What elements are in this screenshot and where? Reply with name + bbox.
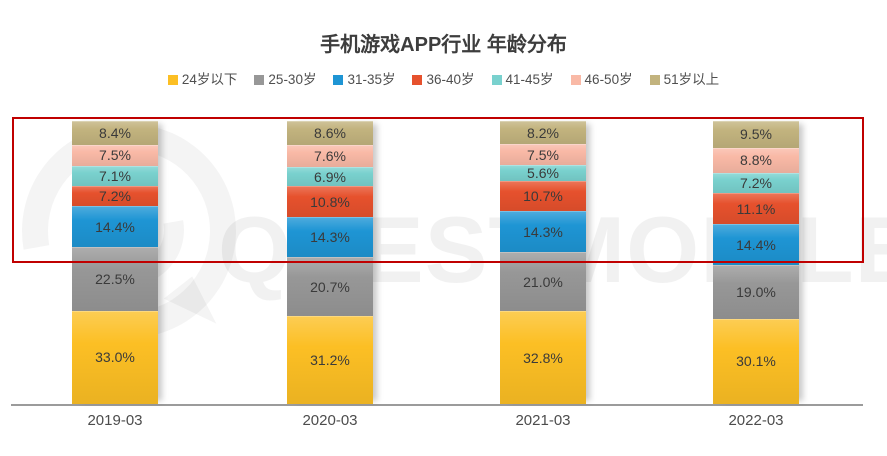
legend-item: 31-35岁: [333, 73, 395, 87]
data-label: 9.5%: [740, 126, 772, 143]
legend-label: 25-30岁: [268, 72, 317, 87]
legend-item: 36-40岁: [412, 72, 475, 87]
legend-item: 41-45岁: [491, 72, 554, 87]
highlight-annotation-box: [12, 117, 864, 263]
legend-label: 41-45岁: [505, 72, 554, 87]
data-label: 33.0%: [95, 349, 135, 366]
bar-segment: 10.8%: [287, 186, 373, 217]
bar-segment: 7.6%: [287, 145, 373, 167]
stacked-bar-2022-03: 9.5% 8.8% 7.2% 11.1% 14.4% 19.0% 30.1%: [713, 121, 799, 404]
bar-segment: 10.7%: [500, 181, 586, 212]
bar-segment: 7.2%: [713, 172, 799, 194]
bar-segment: 32.8%: [500, 311, 586, 404]
legend-color-swatch-icon: [333, 74, 344, 85]
data-label: 30.1%: [736, 353, 776, 370]
data-label: 11.1%: [736, 200, 776, 217]
bar-segment: 14.4%: [72, 206, 158, 248]
legend-color-swatch-icon: [412, 74, 423, 85]
bar-segment: 7.1%: [72, 165, 158, 186]
data-label: 6.9%: [314, 168, 346, 185]
bar-segment: 8.4%: [72, 121, 158, 145]
bar-segment: 7.5%: [500, 144, 586, 166]
bar-segment: 7.2%: [72, 186, 158, 207]
legend-item: 24岁以下: [167, 72, 238, 87]
bar-segment: 8.8%: [713, 147, 799, 173]
bar-segment: 8.2%: [500, 121, 586, 145]
data-label: 7.5%: [527, 146, 559, 163]
legend-label: 36-40岁: [426, 72, 475, 87]
legend-color-swatch-icon: [254, 74, 265, 85]
legend-label: 51岁以上: [663, 72, 720, 87]
legend-label: 31-35岁: [347, 72, 396, 87]
bar-segment: 14.3%: [287, 216, 373, 258]
bar-segment: 11.1%: [713, 193, 799, 225]
data-label: 8.2%: [527, 124, 559, 141]
chart-title: 手机游戏APP行业 年龄分布: [320, 34, 567, 56]
bar-segment: 33.0%: [72, 310, 158, 404]
legend-item: 46-50岁: [570, 72, 633, 87]
data-label: 8.6%: [314, 125, 346, 142]
data-label: 22.5%: [95, 270, 135, 287]
bar-segment: 31.2%: [287, 315, 373, 404]
stacked-bar-2020-03: 8.6% 7.6% 6.9% 10.8% 14.3% 20.7% 31.2%: [287, 121, 373, 404]
bar-segment: 19.0%: [713, 265, 799, 319]
data-label: 19.0%: [736, 283, 776, 300]
bar-segment: 5.6%: [500, 165, 586, 182]
data-label: 14.4%: [736, 236, 776, 253]
x-axis-line: [11, 404, 863, 406]
data-label: 7.2%: [99, 188, 131, 205]
data-label: 31.2%: [310, 351, 350, 368]
legend-label: 24岁以下: [181, 72, 238, 87]
data-label: 7.5%: [99, 147, 131, 164]
data-label: 14.4%: [95, 218, 135, 235]
bar-segment: 22.5%: [72, 247, 158, 311]
bar-segment: 30.1%: [713, 318, 799, 404]
data-label: 14.3%: [523, 223, 563, 240]
bar-segment: 20.7%: [287, 257, 373, 316]
legend-item: 51岁以上: [649, 72, 720, 87]
data-label: 10.8%: [310, 193, 350, 210]
legend-color-swatch-icon: [570, 74, 581, 85]
data-label: 14.3%: [310, 229, 350, 246]
legend-color-swatch-icon: [491, 74, 502, 85]
data-label: 7.2%: [740, 174, 772, 191]
x-axis-label: 2019-03: [87, 412, 143, 429]
data-label: 7.1%: [99, 167, 131, 184]
x-axis-label: 2021-03: [515, 412, 571, 429]
data-label: 8.4%: [99, 124, 131, 141]
bar-segment: 14.3%: [500, 211, 586, 252]
stacked-bar-2019-03: 8.4% 7.5% 7.1% 7.2% 14.4% 22.5% 33.0%: [72, 121, 158, 404]
data-label: 7.6%: [314, 148, 346, 165]
data-label: 5.6%: [527, 165, 559, 182]
data-label: 20.7%: [310, 278, 350, 295]
data-label: 21.0%: [523, 273, 563, 290]
legend-color-swatch-icon: [649, 74, 660, 85]
data-label: 10.7%: [523, 188, 563, 205]
legend: 24岁以下 25-30岁 31-35岁 36-40岁 41-45岁 46-50岁 51岁以上: [0, 73, 887, 87]
bar-segment: 6.9%: [287, 166, 373, 187]
data-label: 8.8%: [740, 152, 772, 169]
bar-segment: 7.5%: [72, 144, 158, 166]
x-axis-label: 2022-03: [728, 412, 784, 429]
legend-label: 46-50岁: [584, 72, 633, 87]
bar-segment: 8.6%: [287, 121, 373, 146]
bar-segment: 14.4%: [713, 224, 799, 266]
legend-item: 25-30岁: [254, 73, 316, 87]
bar-segment: 9.5%: [713, 121, 799, 148]
legend-color-swatch-icon: [167, 74, 178, 85]
data-label: 32.8%: [523, 349, 563, 366]
x-axis-label: 2020-03: [302, 412, 358, 429]
